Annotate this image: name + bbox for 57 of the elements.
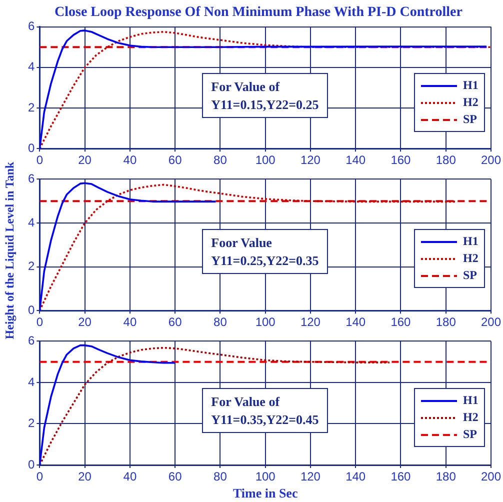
y-tick-label: 0 <box>28 302 35 317</box>
legend-label: H2 <box>462 251 478 266</box>
legend-label: SP <box>462 427 477 442</box>
x-tick-label: 160 <box>390 315 412 330</box>
x-tick-label: 120 <box>300 470 321 484</box>
chart-title: Close Loop Response Of Non Minimum Phase With PI-D Controller <box>54 5 462 20</box>
y-tick-label: 2 <box>28 416 35 430</box>
y-tick-label: 0 <box>28 457 35 472</box>
x-axis-title: Time in Sec <box>232 486 298 501</box>
x-tick-label: 200 <box>480 315 502 330</box>
x-tick-label: 180 <box>436 470 456 484</box>
x-tick-label: 20 <box>78 153 92 168</box>
x-tick-label: 120 <box>300 315 321 330</box>
y-tick-label: 4 <box>28 60 35 74</box>
x-tick-label: 40 <box>123 153 137 168</box>
x-tick-label: 160 <box>390 153 412 168</box>
x-tick-label: 120 <box>300 153 321 168</box>
legend-label: H1 <box>462 393 478 408</box>
legend-label: SP <box>462 268 477 284</box>
annotation: For Value of Y11=0.35,Y22=0.45 <box>202 388 328 434</box>
x-tick-label: 40 <box>123 470 137 484</box>
x-tick-label: 20 <box>78 470 92 484</box>
legend-label: H2 <box>462 410 478 426</box>
x-tick-label: 100 <box>255 153 276 168</box>
x-tick-label: 80 <box>214 315 228 330</box>
x-tick-label: 140 <box>346 315 366 330</box>
x-tick-label: 140 <box>346 470 366 484</box>
legend-label: H2 <box>462 95 478 110</box>
x-tick-label: 180 <box>436 315 456 330</box>
x-tick-label: 60 <box>168 153 182 168</box>
y-tick-label: 2 <box>28 100 35 114</box>
x-tick-label: 160 <box>390 470 412 484</box>
legend-label: SP <box>462 112 477 128</box>
y-tick-label: 4 <box>28 215 35 230</box>
y-tick-label: 6 <box>28 334 35 348</box>
x-tick-label: 80 <box>214 470 228 484</box>
y-tick-label: 0 <box>28 140 35 155</box>
legend-label: H1 <box>462 234 478 250</box>
annotation: For Value of Y11=0.15,Y22=0.25 <box>202 73 328 118</box>
x-tick-label: 60 <box>168 470 182 484</box>
y-tick-label: 2 <box>28 259 35 274</box>
y-axis-title: Height of the Liquid Level in Tank <box>2 160 18 342</box>
x-tick-label: 200 <box>480 470 502 484</box>
x-tick-label: 20 <box>78 315 92 330</box>
x-tick-label: 40 <box>123 315 137 330</box>
x-tick-label: 100 <box>255 315 276 330</box>
annotation: Foor Value Y11=0.25,Y22=0.35 <box>202 229 328 274</box>
legend-label: H1 <box>462 78 478 94</box>
y-tick-label: 4 <box>28 374 35 389</box>
x-tick-label: 60 <box>168 315 182 330</box>
x-tick-label: 100 <box>255 470 276 484</box>
x-tick-label: 140 <box>346 153 366 168</box>
y-tick-label: 6 <box>28 172 35 186</box>
x-tick-label: 180 <box>436 153 456 168</box>
x-tick-label: 80 <box>214 153 228 168</box>
x-tick-label: 200 <box>480 153 502 168</box>
y-tick-label: 6 <box>28 19 35 34</box>
